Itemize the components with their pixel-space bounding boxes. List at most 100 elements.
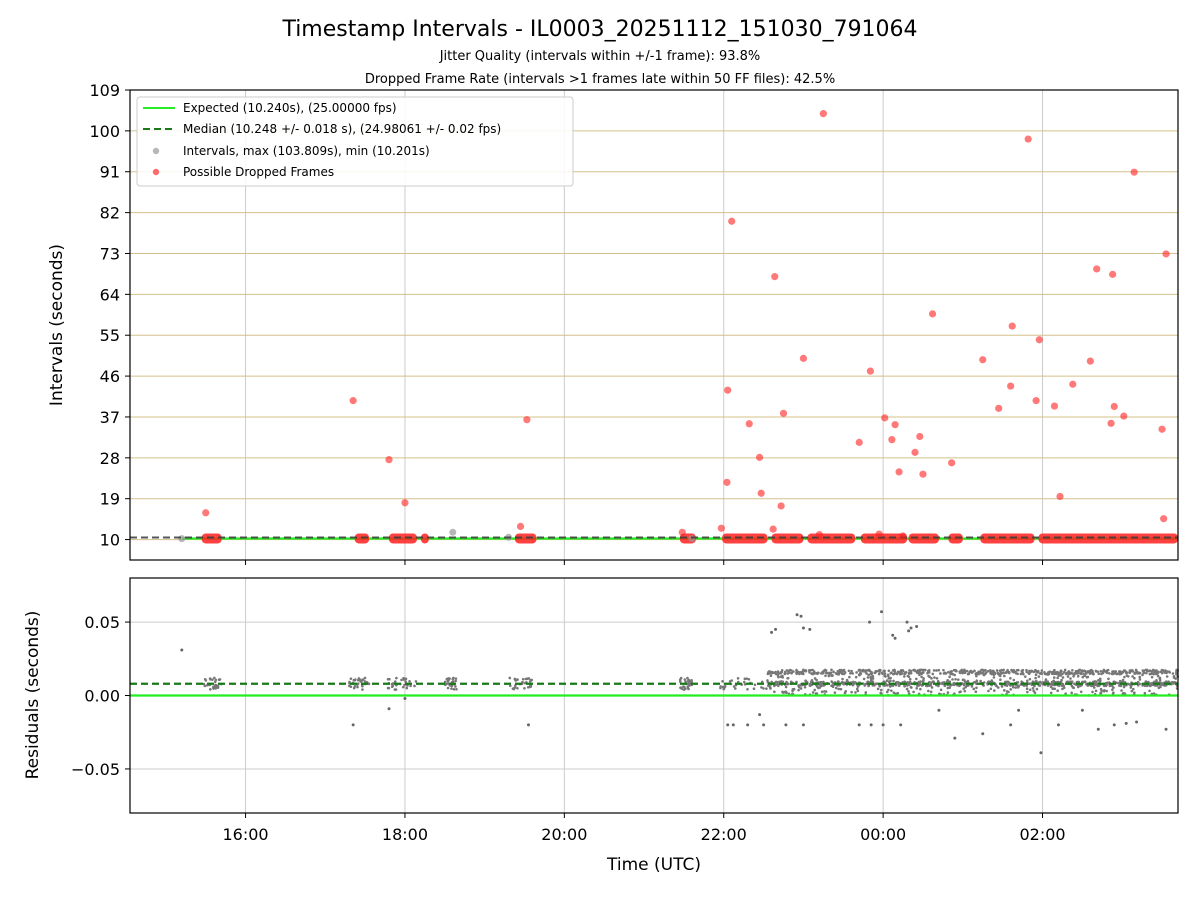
residual-outlier-point [953, 736, 957, 740]
residual-point [837, 687, 841, 691]
residual-point [984, 671, 988, 674]
residual-point [1091, 684, 1095, 687]
top-y-tick-label: 100 [89, 122, 120, 141]
residual-point [400, 678, 403, 682]
residual-point [1056, 670, 1059, 674]
residual-point [797, 684, 800, 688]
residual-point [963, 680, 967, 684]
residual-point [905, 687, 909, 691]
residual-point [1022, 684, 1026, 687]
dropped-frame-point [891, 421, 899, 429]
legend-dropped-swatch [152, 168, 160, 176]
residual-point [1143, 691, 1147, 695]
residual-point [1149, 683, 1153, 687]
dropped-frame-point [385, 456, 393, 464]
dropped-frame-point [769, 525, 777, 533]
residual-point [1007, 690, 1010, 694]
residual-point [942, 668, 945, 672]
residual-point [833, 691, 837, 694]
residual-point [413, 684, 416, 688]
residual-point [912, 690, 915, 694]
residual-point [516, 678, 519, 681]
legend: Expected (10.240s), (25.00000 fps) Media… [136, 96, 574, 187]
residual-point [765, 687, 768, 690]
residual-point [1071, 668, 1074, 672]
residual-point [784, 685, 788, 689]
residuals-panel: −0.05 0.00 0.05 Residuals (seconds) [23, 577, 1180, 814]
interval-point [178, 535, 186, 543]
residual-point [742, 680, 746, 684]
residual-point [214, 685, 217, 688]
residual-point [1143, 684, 1147, 688]
residual-point [802, 668, 805, 672]
residual-point [454, 685, 457, 688]
dropped-frame-point [745, 420, 753, 428]
interval-point [449, 528, 457, 536]
dropped-frames-dense-band [389, 533, 417, 544]
residual-point [915, 686, 918, 690]
dropped-frame-point [349, 397, 357, 405]
residual-point [1065, 671, 1069, 675]
residual-point [951, 678, 954, 681]
residual-point [975, 672, 978, 675]
residual-point [401, 685, 405, 689]
residual-point [768, 685, 772, 689]
residual-point [849, 671, 852, 675]
residual-point [1081, 675, 1085, 679]
residual-point [836, 669, 840, 673]
residual-point [753, 683, 757, 687]
residual-point [946, 679, 949, 682]
residual-point [850, 669, 853, 673]
residual-point [781, 676, 784, 679]
residual-point [686, 685, 689, 688]
residual-point [1133, 671, 1137, 675]
dropped-frame-point [815, 530, 823, 539]
residual-point [1025, 687, 1029, 690]
residual-point [1025, 670, 1028, 674]
dropped-frame-rate-subtitle: Dropped Frame Rate (intervals >1 frames … [365, 72, 835, 87]
residual-point [824, 669, 828, 672]
x-tick-label: 00:00 [860, 825, 906, 844]
residual-point [927, 670, 930, 673]
dropped-frame-point [777, 502, 785, 510]
residual-point [931, 672, 935, 676]
residual-point [683, 678, 687, 681]
residual-point [837, 680, 840, 683]
residual-point [904, 671, 908, 674]
dropped-frames-dense-band [514, 533, 537, 544]
residual-point [837, 673, 841, 676]
residual-point [804, 669, 808, 673]
residual-point [1089, 671, 1092, 675]
residual-point [823, 690, 826, 693]
dropped-frame-point [757, 489, 765, 497]
residual-point [1122, 685, 1126, 689]
residual-point [982, 684, 985, 687]
residual-point [940, 682, 944, 685]
dropped-frame-point [755, 453, 764, 461]
residual-point [1171, 672, 1175, 675]
x-tick-label: 20:00 [541, 825, 587, 844]
residual-point [772, 671, 776, 675]
residual-point [1172, 682, 1175, 685]
residual-point [773, 690, 776, 694]
residual-point [1032, 670, 1036, 674]
dropped-frame-point [875, 530, 883, 538]
residual-point [855, 671, 858, 674]
residual-point [1026, 690, 1029, 694]
residual-point [1028, 688, 1032, 692]
residual-point [809, 683, 813, 687]
residual-point [1094, 689, 1098, 693]
residual-point [213, 676, 216, 680]
residual-point [687, 687, 690, 691]
x-tick-label: 16:00 [223, 825, 269, 844]
residual-point [363, 676, 367, 680]
residual-point [1117, 670, 1121, 673]
residual-point [1131, 669, 1134, 672]
residual-point [743, 683, 747, 686]
residual-point [1000, 685, 1004, 688]
residual-point [981, 672, 984, 675]
residual-point [951, 672, 955, 676]
residual-outlier-point [726, 723, 730, 727]
residual-point [1115, 681, 1119, 685]
